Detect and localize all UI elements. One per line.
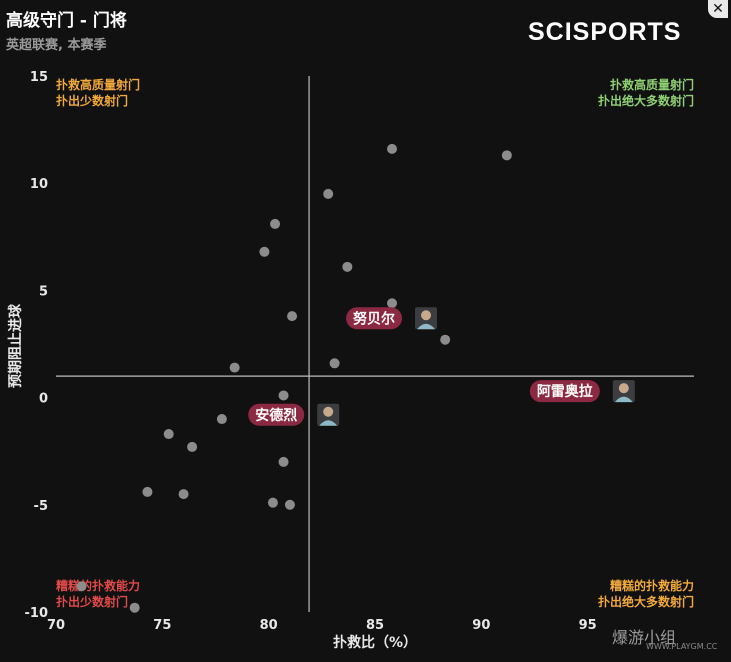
data-point[interactable] <box>284 499 295 510</box>
watermark-url: WWW.PLAYGM.CC <box>646 642 718 651</box>
y-tick-label: -10 <box>25 606 49 621</box>
data-point[interactable] <box>267 497 278 508</box>
player-label-bg <box>346 307 403 330</box>
data-point[interactable] <box>387 298 398 309</box>
data-point[interactable] <box>323 188 334 199</box>
player-avatar-icon <box>317 403 340 426</box>
x-tick-label: 70 <box>47 618 65 633</box>
close-icon[interactable]: ✕ <box>708 0 728 18</box>
player-avatar-icon <box>415 307 438 330</box>
quadrant-label-top-right: 扑救高质量射门 <box>610 77 694 92</box>
data-point[interactable] <box>129 602 140 613</box>
data-point[interactable] <box>387 143 398 154</box>
y-tick-label: 5 <box>39 284 48 299</box>
watermark: 爆游小组 <box>612 628 677 647</box>
data-point[interactable] <box>229 362 240 373</box>
player-label[interactable]: 努贝尔 <box>346 307 438 330</box>
y-axis-label: 预期阻止进球 <box>7 303 24 388</box>
data-point[interactable] <box>76 581 87 592</box>
quadrant-label-top-left: 扑出少数射门 <box>56 93 128 108</box>
x-tick-label: 90 <box>472 618 490 633</box>
player-name: 阿雷奥拉 <box>537 383 593 400</box>
data-points <box>76 143 512 613</box>
x-tick-label: 80 <box>260 618 278 633</box>
chart-title: 高级守门 - 门将 <box>6 11 127 31</box>
quadrant-label-bottom-left: 扑出少数射门 <box>56 594 128 609</box>
data-point[interactable] <box>163 429 174 440</box>
player-name: 安德烈 <box>255 407 297 424</box>
data-point[interactable] <box>501 150 512 161</box>
x-tick-label: 75 <box>153 618 171 633</box>
x-tick-label: 95 <box>579 618 597 633</box>
data-point[interactable] <box>259 246 270 257</box>
data-point[interactable] <box>270 218 281 229</box>
quadrant-label-bottom-left: 糟糕的扑救能力 <box>56 578 140 593</box>
data-point[interactable] <box>178 489 189 500</box>
data-point[interactable] <box>329 358 340 369</box>
quadrant-label-top-left: 扑救高质量射门 <box>56 77 140 92</box>
data-point[interactable] <box>278 456 289 467</box>
data-point[interactable] <box>187 441 198 452</box>
y-tick-label: 15 <box>30 70 48 85</box>
y-tick-label: -5 <box>34 499 48 514</box>
player-label-bg <box>248 403 305 426</box>
x-axis-label: 扑救比（%） <box>333 634 417 651</box>
player-label-bg <box>529 380 600 403</box>
data-point[interactable] <box>142 486 153 497</box>
y-tick-label: 0 <box>39 392 48 407</box>
player-label[interactable]: 阿雷奥拉 <box>529 380 635 403</box>
player-name: 努贝尔 <box>353 310 395 327</box>
data-point[interactable] <box>440 334 451 345</box>
chart-subtitle: 英超联赛, 本赛季 <box>6 38 107 53</box>
axis-ticks: 70 75 80 85 90 95 -10 -5 0 5 10 15 <box>25 70 597 633</box>
player-label[interactable]: 安德烈 <box>248 403 340 426</box>
data-point[interactable] <box>216 414 227 425</box>
data-point[interactable] <box>287 311 298 322</box>
quadrant-label-top-right: 扑出绝大多数射门 <box>598 93 694 108</box>
brand-logo: SCISPORTS <box>528 18 682 46</box>
quadrant-label-bottom-right: 扑出绝大多数射门 <box>598 594 694 609</box>
quadrant-label-bottom-right: 糟糕的扑救能力 <box>610 578 694 593</box>
reference-lines <box>56 76 694 612</box>
player-avatar-icon <box>612 380 635 403</box>
y-tick-label: 10 <box>30 177 48 192</box>
data-point[interactable] <box>278 390 289 401</box>
quadrant-labels: 扑救高质量射门扑出少数射门扑救高质量射门扑出绝大多数射门糟糕的扑救能力扑出少数射… <box>56 77 694 609</box>
x-tick-label: 85 <box>366 618 384 633</box>
data-point[interactable] <box>342 261 353 272</box>
